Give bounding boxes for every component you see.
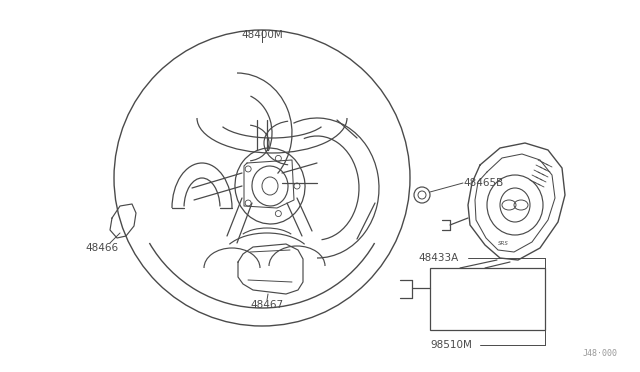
Text: 48400M: 48400M [241, 30, 283, 40]
Text: 48467: 48467 [250, 300, 284, 310]
Text: 48433A: 48433A [418, 253, 458, 263]
Text: 48465B: 48465B [463, 178, 503, 188]
Bar [430, 268, 545, 330]
Text: 48466: 48466 [85, 243, 118, 253]
Text: 98510M: 98510M [430, 340, 472, 350]
Text: SRS: SRS [497, 241, 508, 246]
Text: J48·000: J48·000 [583, 349, 618, 358]
